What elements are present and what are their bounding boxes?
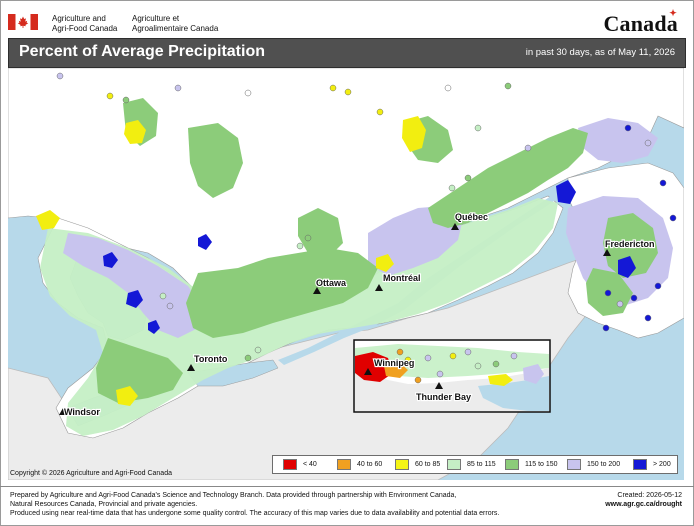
title-bar: Percent of Average Precipitation in past… <box>8 38 686 68</box>
city-marker-windsor <box>59 408 67 415</box>
precip-blue-c <box>198 234 212 250</box>
precip-yellow-north-a <box>124 120 146 144</box>
city-marker-toronto <box>187 364 195 371</box>
legend-swatch <box>447 459 461 470</box>
city-marker-montreal <box>375 284 383 291</box>
footer-url[interactable]: www.agr.gc.ca/drought <box>605 501 682 509</box>
precip-green-ottawa-valley <box>186 248 378 338</box>
header: Agriculture and Agri-Food Canada Agricul… <box>8 8 684 36</box>
legend-swatch <box>283 459 297 470</box>
city-label-winnipeg: Winnipeg <box>374 358 414 368</box>
precip-yellow-west <box>36 210 60 230</box>
precip-lavender-west <box>63 233 203 338</box>
canada-wordmark: Canada ✦ <box>603 8 678 36</box>
footer-created: Created: 2026-05-12 www.agr.gc.ca/drough… <box>605 492 682 509</box>
precip-blue-f <box>148 320 160 334</box>
agency-name-en: Agriculture and Agri-Food Canada <box>52 14 118 33</box>
precip-green-south-ont <box>96 338 183 403</box>
legend-swatch <box>633 459 647 470</box>
city-label-quebec: Québec <box>455 212 488 222</box>
precip-yellow-montreal <box>376 254 394 272</box>
city-markers <box>59 223 611 415</box>
map-subtitle: in past 30 days, as of May 11, 2026 <box>525 47 675 58</box>
legend-item: 85 to 115 <box>447 459 496 470</box>
legend-item: 40 to 60 <box>337 459 382 470</box>
legend-swatch <box>337 459 351 470</box>
city-marker-ottawa <box>313 287 321 294</box>
city-marker-fredericton <box>603 249 611 256</box>
legend-item: > 200 <box>633 459 671 470</box>
city-marker-quebec <box>451 223 459 230</box>
city-label-windsor: Windsor <box>64 407 100 417</box>
precip-orange-winnipeg <box>384 363 408 378</box>
precip-yellow-north-b <box>402 116 426 152</box>
city-marker-thunder-bay <box>435 382 443 389</box>
maple-leaf-icon: ✦ <box>669 8 677 18</box>
city-label-fredericton: Fredericton <box>605 239 655 249</box>
city-label-thunder-bay: Thunder Bay <box>416 392 471 402</box>
legend-item: < 40 <box>283 459 317 470</box>
precip-green-mid <box>298 208 343 258</box>
precip-blue-a <box>103 252 118 268</box>
legend-swatch <box>505 459 519 470</box>
precip-blue-e <box>618 256 636 278</box>
footer-credits: Prepared by Agriculture and Agri-Food Ca… <box>10 492 500 518</box>
precip-green-north-a <box>188 123 243 198</box>
precip-green-quebec-band <box>428 128 588 228</box>
legend-item: 115 to 150 <box>505 459 558 470</box>
legend-item: 60 to 85 <box>395 459 440 470</box>
legend-swatch <box>567 459 581 470</box>
map-title: Percent of Average Precipitation <box>19 43 265 60</box>
precip-green-maritimes <box>603 213 658 278</box>
agency-name-fr: Agriculture et Agroalimentaire Canada <box>132 14 219 33</box>
precip-blue-b <box>126 290 143 308</box>
city-label-ottawa: Ottawa <box>316 278 347 288</box>
precip-blue-d <box>556 180 576 204</box>
city-label-toronto: Toronto <box>194 354 228 364</box>
canada-flag-icon <box>8 14 38 30</box>
precipitation-map: Québec Fredericton Ottawa Montréal Toron… <box>8 68 684 480</box>
inset-map <box>353 339 551 413</box>
station-dots <box>56 72 677 362</box>
legend-item: 150 to 200 <box>567 459 620 470</box>
copyright: Copyright © 2026 Agriculture and Agri-Fo… <box>10 470 172 477</box>
footer-divider <box>0 486 694 487</box>
map-canvas: Québec Fredericton Ottawa Montréal Toron… <box>8 68 684 480</box>
precip-lavender-gaspe <box>578 118 658 163</box>
city-label-montreal: Montréal <box>383 273 421 283</box>
precip-yellow-south <box>116 386 138 406</box>
legend: < 40 40 to 60 60 to 85 85 to 115 115 to … <box>272 455 678 474</box>
legend-swatch <box>395 459 409 470</box>
city-marker-winnipeg <box>364 368 372 375</box>
